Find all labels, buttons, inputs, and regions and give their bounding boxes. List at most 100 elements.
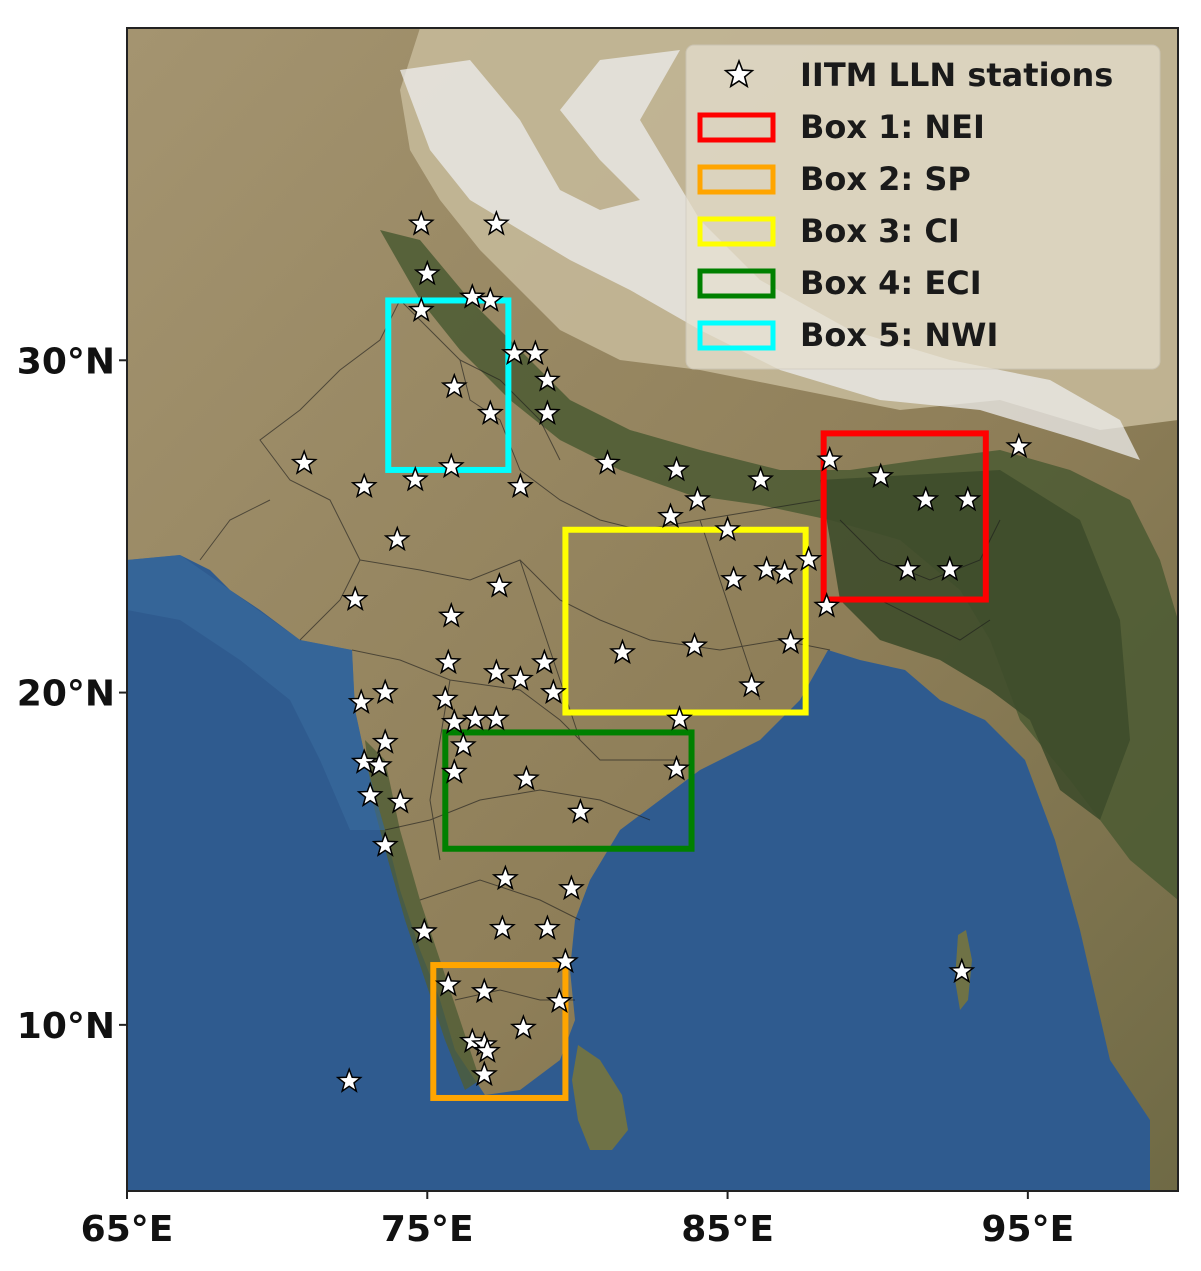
station-marker [482, 705, 510, 731]
station-marker [440, 372, 468, 399]
stations-layer [290, 209, 1033, 1093]
station-marker [747, 465, 775, 492]
station-marker [954, 485, 982, 512]
station-marker [666, 705, 693, 731]
station-marker [365, 751, 393, 778]
station-marker [473, 1037, 501, 1063]
station-marker [506, 665, 534, 691]
station-marker [341, 585, 369, 611]
station-marker [663, 455, 690, 482]
station-marker [557, 874, 585, 901]
station-marker [816, 445, 844, 472]
station-marker [440, 708, 468, 734]
station-marker [491, 864, 519, 891]
station-marker [371, 728, 399, 754]
station-marker [753, 555, 781, 582]
snow-cover [400, 50, 1140, 460]
station-marker [413, 259, 441, 286]
station-marker [431, 684, 459, 711]
station-marker [566, 798, 594, 824]
station-marker [777, 628, 805, 655]
y-tick-label: 10°N [17, 1006, 115, 1047]
northeast-vegetation [820, 470, 1130, 820]
station-marker [533, 399, 561, 425]
station-marker [383, 525, 411, 552]
station-marker [440, 758, 468, 784]
station-marker [771, 558, 799, 585]
station-marker [813, 592, 841, 618]
station-marker [948, 957, 976, 984]
station-marker [738, 671, 766, 698]
legend-swatch-box5 [697, 320, 776, 351]
region-box-sp [430, 962, 569, 1101]
station-marker [795, 545, 823, 572]
station-marker [407, 296, 435, 322]
station-marker [912, 485, 940, 512]
station-marker [663, 754, 690, 781]
legend: IITM LLN stations Box 1: NEI Box 2: SP Box … [685, 44, 1161, 370]
station-marker [482, 658, 510, 685]
station-marker [684, 485, 712, 512]
station-marker [350, 748, 378, 774]
legend-label-box3: Box 3: CI [800, 212, 960, 250]
station-marker [482, 209, 510, 236]
station-marker [485, 572, 513, 598]
legend-swatch-box3 [697, 216, 776, 247]
station-marker [545, 987, 573, 1014]
legend-label-box2: Box 2: SP [800, 160, 971, 198]
x-tick-label: 75°E [381, 1209, 474, 1250]
region-box-nei [820, 430, 989, 603]
sri-lanka [572, 1045, 628, 1150]
x-axis: 65°E 75°E 85°E 95°E [81, 1191, 1075, 1250]
y-tick-label: 20°N [17, 674, 115, 715]
legend-swatch-box1 [697, 112, 776, 143]
region-box-ci [562, 526, 809, 716]
legend-swatch-box4 [697, 268, 776, 299]
station-marker [356, 781, 384, 808]
station-marker [437, 601, 465, 628]
station-marker [290, 449, 318, 475]
station-marker [681, 631, 709, 658]
western-ghats [365, 740, 480, 1090]
station-marker [521, 339, 549, 366]
y-axis: 10°N 20°N 30°N [17, 341, 127, 1047]
station-marker [714, 515, 742, 542]
x-tick-label: 95°E [982, 1209, 1075, 1250]
admin-borders [199, 299, 1001, 1001]
station-marker [551, 947, 579, 974]
station-marker [894, 555, 922, 582]
region-box-eci [442, 729, 695, 852]
station-marker [530, 648, 558, 675]
x-tick-label: 85°E [681, 1209, 774, 1250]
station-marker [350, 472, 378, 499]
station-marker [437, 452, 465, 479]
station-marker [335, 1067, 363, 1093]
legend-label-box4: Box 4: ECI [800, 264, 982, 302]
station-marker [434, 970, 462, 997]
station-marker [720, 565, 748, 592]
legend-label-box5: Box 5: NWI [800, 316, 998, 354]
station-marker [533, 365, 561, 392]
station-marker [657, 502, 684, 528]
legend-star-icon [723, 58, 755, 89]
boxes-layer [385, 297, 989, 1101]
station-marker [434, 648, 462, 675]
station-marker [539, 678, 567, 705]
station-marker [470, 1060, 498, 1087]
station-marker [488, 914, 516, 940]
station-marker [867, 462, 895, 489]
legend-label-box1: Box 1: NEI [800, 108, 985, 146]
legend-label-stations: IITM LLN stations [800, 56, 1113, 94]
station-marker [609, 638, 636, 665]
station-marker [593, 449, 621, 475]
station-marker [386, 788, 414, 814]
station-marker [506, 472, 534, 499]
station-marker [1005, 432, 1033, 459]
plot-frame [126, 27, 1179, 1192]
station-marker [449, 731, 477, 758]
station-marker [509, 1014, 537, 1040]
legend-background [685, 44, 1161, 370]
station-marker [476, 399, 504, 425]
station-marker [533, 914, 561, 940]
